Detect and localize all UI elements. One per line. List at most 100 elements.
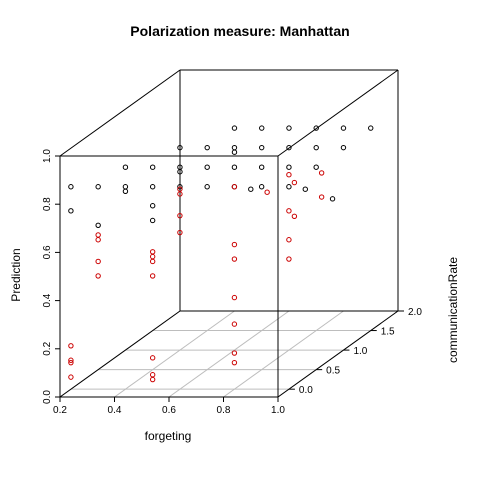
predicted-point-74 [291,213,298,220]
observed-point-23 [340,144,347,151]
predicted-point-48 [149,376,156,383]
observed-point-22 [313,144,319,151]
predicted-point-42 [68,343,74,349]
predicted-point-59 [231,359,238,366]
predicted-point-64 [231,241,238,248]
y-tick-label-4: 2.0 [408,307,422,318]
y-axis-label: communicationRate [446,257,460,363]
z-tick-label-0: 0.0 [42,390,53,404]
observed-point-9 [122,164,129,170]
predicted-point-73 [318,194,325,200]
predicted-point-60 [231,350,238,356]
predicted-point-47 [95,232,101,238]
observed-point-18 [204,144,210,151]
observed-point-16 [313,164,319,170]
predicted-point-56 [177,212,183,219]
z-tick-label-3: 0.6 [42,245,53,259]
box-edge-4 [59,310,181,398]
x-axis-ticks: 0.2 0.4 0.6 0.8 1.0 [53,397,285,416]
predicted-point-51 [149,273,156,279]
observed-point-7 [258,184,265,190]
observed-point-21 [286,144,292,151]
observed-point-5 [204,184,210,190]
observed-point-19 [231,144,238,151]
z-axis-ticks: 0.0 0.2 0.4 0.6 0.8 1.0 [42,149,60,404]
predicted-point-70 [264,189,270,195]
observed-point-39 [231,149,238,155]
observed-point-29 [368,125,374,131]
observed-point-38 [177,169,183,175]
y-tick-label-0: 0.0 [299,385,313,396]
predicted-point-58 [177,186,183,192]
observed-point-24 [231,125,238,131]
predicted-point-61 [231,321,238,327]
y-axis-ticks: 0.0 0.5 1.0 1.5 2.0 [288,307,422,396]
observed-point-1 [95,184,101,190]
predicted-point-54 [149,249,156,255]
predicted-point-63 [231,256,238,262]
x-tick-label-0: 0.2 [53,405,67,416]
floor-grid-line-x-2 [168,310,290,398]
predicted-point-45 [95,258,101,265]
predicted-point-49 [149,372,156,378]
x-tick-label-1: 0.4 [108,405,122,416]
observed-point-13 [231,164,238,170]
predicted-point-67 [286,237,292,243]
predicted-point-52 [149,258,156,265]
floor-grid-line-x-1 [114,310,235,398]
y-tick-label-1: 0.5 [326,366,340,377]
z-axis-label: Prediction [9,248,23,301]
observed-point-8 [286,184,292,190]
x-tick-label-2: 0.6 [162,405,176,416]
predicted-point-44 [95,273,101,279]
predicted-point-69 [286,171,292,178]
observed-point-4 [177,184,183,190]
predicted-point-71 [291,179,298,186]
observed-point-34 [329,196,336,202]
predicted-point-66 [286,256,292,262]
predicted-point-65 [231,184,238,190]
box-edge-5 [277,310,399,398]
observed-point-25 [259,125,265,131]
z-tick-label-5: 1.0 [42,149,53,163]
observed-point-14 [258,164,265,170]
observed-point-17 [177,144,183,151]
x-tick-label-3: 0.8 [217,405,231,416]
predicted-point-53 [149,253,156,260]
observed-point-35 [149,217,156,224]
observed-point-37 [122,188,129,194]
floor-grid [59,310,399,398]
z-tick-label-2: 0.4 [42,293,53,307]
predicted-point-50 [149,355,156,361]
observed-point-30 [95,222,101,229]
y-tick-label-3: 1.5 [381,327,395,338]
floor-grid-line-x-3 [223,310,344,398]
predicted-point-72 [318,170,325,176]
z-tick-label-1: 0.2 [42,341,53,355]
plot-box [59,69,399,398]
observed-point-15 [286,164,292,170]
box-edge-7 [277,69,399,157]
observed-point-0 [68,184,74,190]
data-points [68,125,374,383]
x-tick-label-4: 1.0 [271,405,285,416]
observed-point-28 [340,125,347,131]
predicted-point-40 [68,374,74,380]
predicted-point-43 [68,359,74,366]
box-edge-6 [59,69,181,157]
observed-point-10 [149,164,156,170]
y-tick-label-2: 1.0 [353,346,367,357]
observed-point-27 [313,125,319,131]
z-tick-label-4: 0.8 [42,197,53,211]
observed-point-20 [259,144,265,151]
observed-point-36 [68,208,74,214]
predicted-point-41 [68,357,74,363]
x-axis-label: forgeting [145,429,192,443]
observed-point-12 [204,164,210,170]
observed-point-33 [302,186,308,192]
predicted-point-46 [95,237,101,243]
chart-title: Polarization measure: Manhattan [130,23,349,39]
observed-point-26 [286,125,292,131]
observed-point-2 [122,184,129,190]
